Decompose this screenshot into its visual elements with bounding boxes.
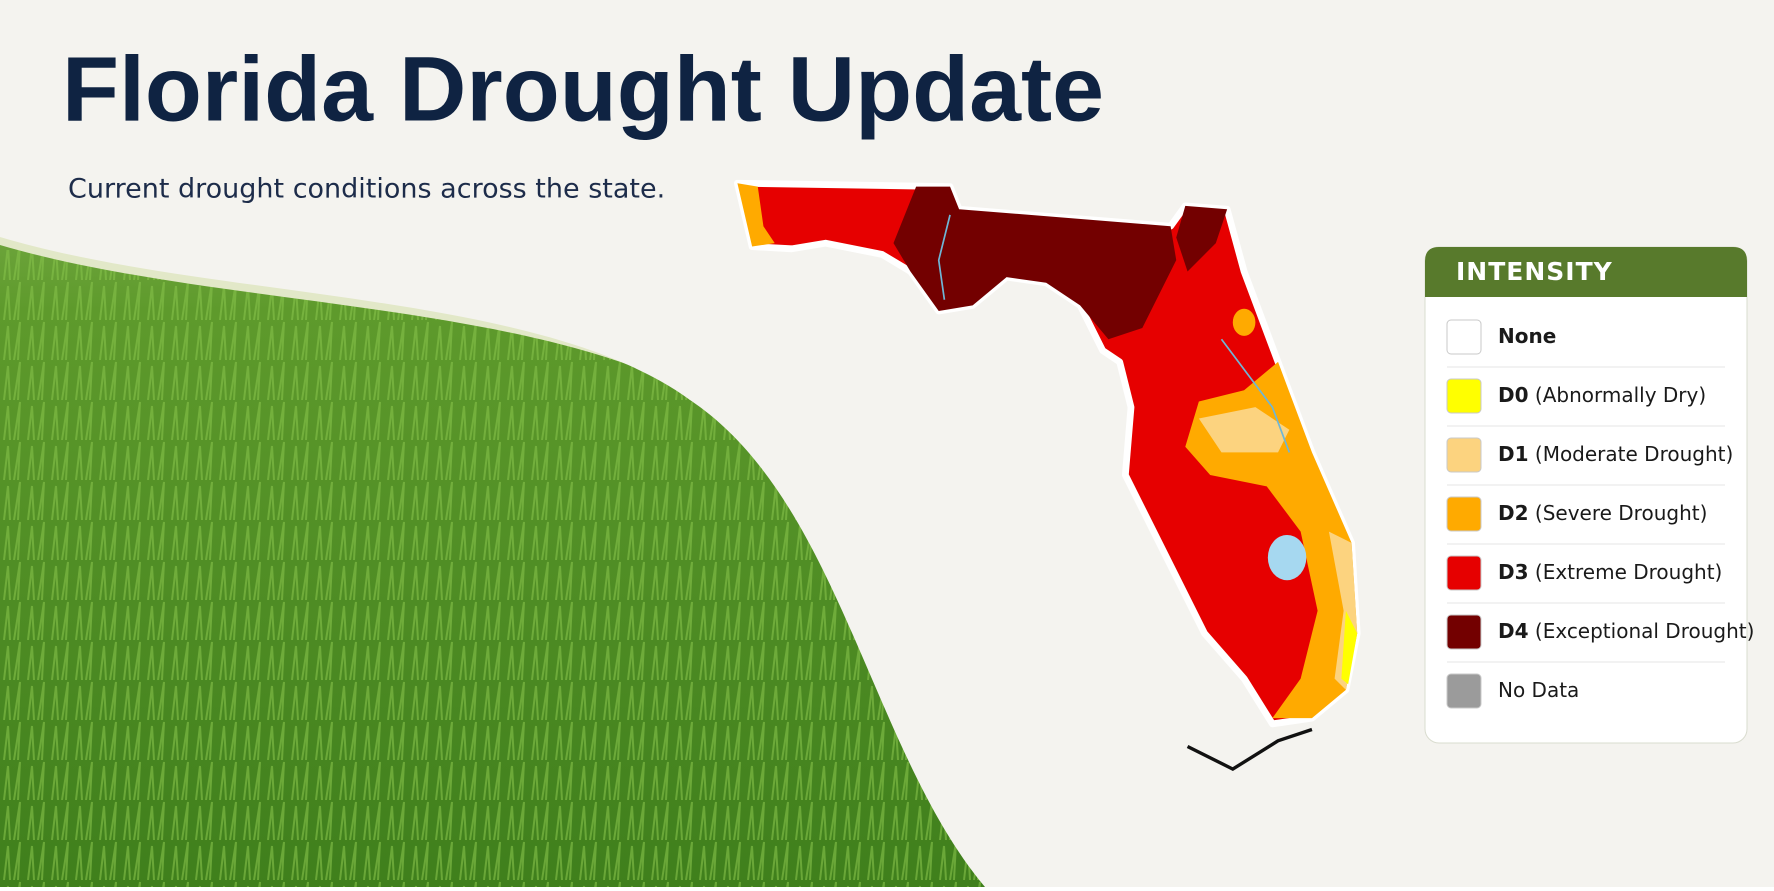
legend-swatch (1446, 555, 1482, 591)
florida-map (734, 179, 1361, 772)
region-d0 (1341, 610, 1358, 685)
legend-swatch (1446, 496, 1482, 532)
lake (1267, 534, 1307, 581)
legend: INTENSITY None D0 (Abnormally Dry) D1 (Mod… (1424, 246, 1754, 744)
legend-code: D0 (1498, 383, 1529, 407)
region-d4 (893, 186, 1177, 340)
legend-code: D4 (1498, 619, 1529, 643)
legend-label: No Data (1498, 678, 1579, 702)
legend-label: None (1498, 324, 1556, 348)
subtitle: Current drought conditions across the st… (68, 174, 665, 205)
legend-items: None D0 (Abnormally Dry) D1 (Moderate Drou… (1446, 319, 1754, 709)
legend-description: (Severe Drought) (1535, 501, 1708, 525)
legend-title: INTENSITY (1456, 257, 1613, 286)
region-d4-ne (1176, 205, 1228, 272)
state-d3 (734, 179, 1361, 728)
legend-label: D2 (Severe Drought) (1498, 501, 1707, 525)
legend-swatch (1446, 319, 1482, 355)
title: Florida Drought Update (62, 38, 1104, 140)
legend-description: (Abnormally Dry) (1535, 383, 1706, 407)
legend-label: D0 (Abnormally Dry) (1498, 383, 1706, 407)
legend-code: D3 (1498, 560, 1529, 584)
legend-description: (Extreme Drought) (1535, 560, 1722, 584)
region-d2-small (1232, 308, 1256, 336)
legend-label: D1 (Moderate Drought) (1498, 442, 1733, 466)
legend-description: (Exceptional Drought) (1535, 619, 1755, 643)
legend-code: D1 (1498, 442, 1529, 466)
legend-description: No Data (1498, 678, 1579, 702)
river (937, 214, 1291, 453)
legend-header (1425, 247, 1747, 297)
legend-swatch (1446, 378, 1482, 414)
legend-label: D3 (Extreme Drought) (1498, 560, 1722, 584)
region-d1 (1198, 407, 1290, 453)
legend-swatch (1446, 437, 1482, 473)
legend-swatch (1446, 673, 1482, 709)
region-d2-west (737, 183, 775, 247)
legend-swatch (1446, 614, 1482, 650)
legend-code: D2 (1498, 501, 1529, 525)
legend-description: (Moderate Drought) (1535, 442, 1733, 466)
keys (1186, 727, 1313, 772)
legend-code: None (1498, 324, 1556, 348)
legend-label: D4 (Exceptional Drought) (1498, 619, 1754, 643)
